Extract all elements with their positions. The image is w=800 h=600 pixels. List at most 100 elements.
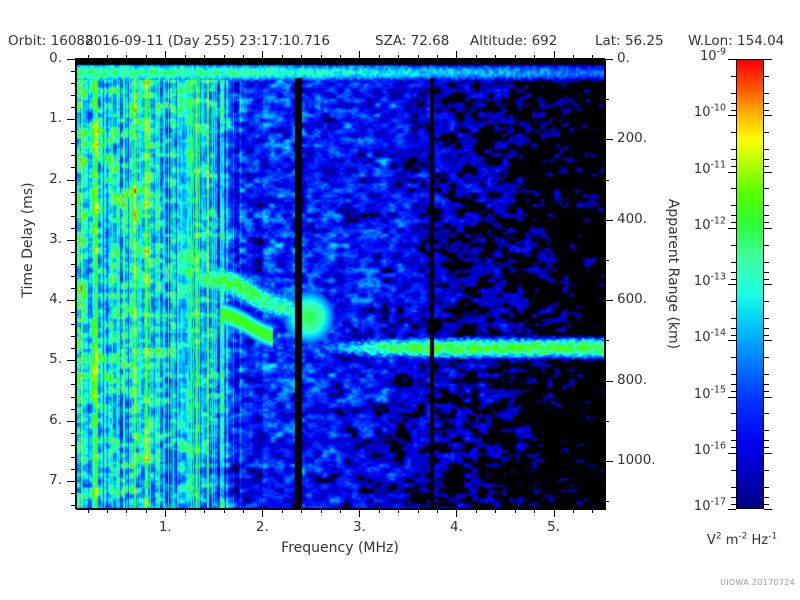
colorbar-tick-minor: [731, 486, 736, 488]
colorbar-tick-minor: [731, 300, 736, 302]
x-tick-label: 3.: [352, 519, 366, 535]
colorbar-tick-minor: [764, 374, 769, 376]
x-tick-minor-top: [417, 55, 419, 60]
y-left-tick-minor: [71, 324, 77, 326]
colorbar-tick-minor: [764, 278, 769, 280]
header-field-label-5: W.Lon:: [688, 33, 738, 49]
x-tick-minor: [107, 508, 109, 513]
x-tick-minor-top: [475, 55, 477, 60]
header-field-value-4: 56.25: [624, 33, 664, 49]
x-tick-minor: [281, 508, 283, 513]
x-tick-minor: [417, 508, 419, 513]
colorbar-gradient: [736, 59, 764, 509]
colorbar-tick-label: 10-15: [693, 384, 726, 402]
colorbar-tick-minor: [764, 327, 769, 329]
y-right-tick-label: 200.: [617, 130, 648, 147]
colorbar-tick-minor: [731, 430, 736, 432]
y-left-tick-minor: [71, 95, 77, 97]
x-tick-minor: [301, 508, 303, 513]
y-right-tick-label: 600.: [617, 291, 648, 308]
y-left-tick-minor: [71, 71, 77, 73]
colorbar-tick-minor: [764, 166, 769, 168]
colorbar-tick-major: [728, 115, 736, 117]
y-left-tick-minor: [71, 155, 77, 157]
colorbar-tick-minor: [731, 469, 736, 471]
x-tick-major: [456, 508, 458, 517]
y-left-tick-minor: [71, 504, 77, 506]
colorbar-tick-minor: [731, 440, 736, 442]
colorbar-tick-major: [728, 340, 736, 342]
x-tick-minor: [223, 508, 225, 513]
y-axis-left-title: Time Delay (ms): [20, 182, 36, 298]
y-right-tick-label: 800.: [617, 371, 648, 388]
y-right-tick-minor: [603, 99, 609, 101]
y-left-tick-minor: [71, 456, 77, 458]
x-tick-minor-top: [437, 55, 439, 60]
x-tick-minor: [126, 508, 128, 513]
x-tick-minor: [204, 508, 206, 513]
colorbar-tick-minor: [731, 75, 736, 77]
y-left-tick-minor: [71, 263, 77, 265]
x-tick-minor: [437, 508, 439, 513]
y-left-tick-minor: [71, 288, 77, 290]
colorbar-tick-minor: [731, 278, 736, 280]
header-field-0: Orbit: 16088: [8, 30, 94, 52]
colorbar-tick-minor: [764, 413, 769, 415]
y-left-tick-label: 4.: [49, 291, 62, 308]
y-left-tick-minor: [71, 372, 77, 374]
y-left-tick-minor: [71, 83, 77, 85]
colorbar-tick-minor: [764, 159, 769, 161]
y-left-tick-label: 2.: [49, 170, 62, 187]
colorbar-tick-major: [764, 115, 772, 117]
x-tick-label: 4.: [450, 519, 463, 535]
colorbar-tick-major: [764, 284, 772, 285]
colorbar-tick-minor: [731, 413, 736, 415]
y-left-tick-major: [67, 59, 77, 60]
x-tick-minor: [475, 508, 477, 513]
y-left-tick-label: 1.: [49, 110, 62, 127]
header-field-5: W.Lon: 154.04: [688, 30, 784, 52]
y-left-tick-label: 0.: [49, 50, 62, 66]
colorbar-tick-label: 10-16: [693, 440, 726, 458]
colorbar-tick-minor: [731, 503, 736, 505]
colorbar-tick-minor: [731, 317, 736, 319]
y-left-tick-minor: [71, 275, 77, 277]
colorbar-tick-minor: [764, 215, 769, 217]
y-left-tick-major: [67, 300, 77, 302]
colorbar-tick-major: [728, 284, 736, 285]
y-left-tick-minor: [71, 396, 77, 398]
y-left-tick-minor: [71, 131, 77, 133]
x-tick-minor: [495, 508, 497, 513]
x-tick-major: [165, 508, 167, 517]
x-axis-title: Frequency (MHz): [281, 540, 399, 556]
x-tick-minor: [145, 508, 147, 513]
colorbar-tick-minor: [731, 222, 736, 224]
colorbar-tick-minor: [731, 496, 736, 498]
colorbar-tick-minor: [764, 188, 769, 190]
colorbar-tick-minor: [731, 166, 736, 168]
colorbar-tick-minor: [764, 317, 769, 319]
x-tick-major-top: [456, 51, 458, 60]
y-left-tick-minor: [71, 167, 77, 169]
y-right-tick-major: [603, 139, 613, 141]
header-field-value-5: 154.04: [737, 33, 785, 49]
y-right-tick-minor: [603, 259, 609, 261]
colorbar-tick-major: [728, 452, 736, 454]
x-tick-major: [553, 508, 555, 517]
x-tick-major-top: [553, 51, 555, 60]
x-tick-minor-top: [145, 55, 147, 60]
y-left-tick-minor: [71, 444, 77, 446]
y-left-tick-major: [67, 239, 77, 241]
colorbar-tick-minor: [764, 244, 769, 246]
x-tick-minor-top: [378, 55, 380, 60]
y-left-tick-minor: [71, 251, 77, 253]
y-left-tick-minor: [71, 348, 77, 350]
x-tick-minor-top: [592, 55, 594, 60]
y-right-tick-minor: [603, 501, 609, 503]
x-tick-minor: [242, 508, 244, 513]
y-left-tick-minor: [71, 468, 77, 470]
y-left-tick-minor: [71, 492, 77, 494]
colorbar-tick-major: [728, 396, 736, 398]
y-right-tick-major: [603, 300, 613, 302]
y-left-tick-minor: [71, 432, 77, 434]
